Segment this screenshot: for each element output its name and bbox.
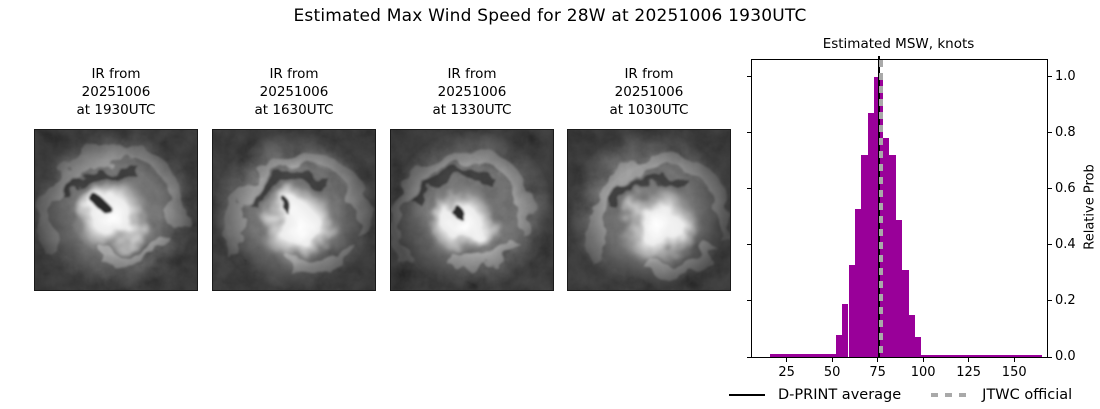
x-axis-tick — [968, 358, 970, 362]
y-axis-tick — [747, 244, 751, 246]
page-title: Estimated Max Wind Speed for 28W at 2025… — [293, 6, 807, 26]
y-axis-title: Relative Prob — [1082, 164, 1098, 250]
histogram-bar — [770, 353, 836, 357]
y-axis-tick — [747, 132, 751, 134]
x-tick-label: 50 — [823, 365, 841, 380]
chart-legend: D-PRINT average JTWC official — [729, 387, 1072, 403]
x-axis-tick — [786, 358, 788, 362]
y-tick-label: 0.8 — [1055, 124, 1076, 140]
ir-image-caption: IR from 20251006 at 1930UTC — [34, 65, 198, 119]
ir-panel-1930utc: IR from 20251006 at 1930UTC — [34, 0, 198, 292]
ir-caption-line: 20251006 — [81, 84, 151, 100]
x-axis-tick — [1013, 358, 1015, 362]
histogram-plot-area: 25 50 75 100 125 150 0.0 0.2 0.4 0.6 0.8 1.0 — [747, 56, 1076, 380]
histogram-bar — [883, 138, 890, 357]
x-tick-label: 150 — [1001, 365, 1027, 380]
ir-caption-line: at 1030UTC — [609, 102, 689, 118]
ir-caption-line: IR from — [91, 66, 141, 82]
ir-satellite-image — [212, 129, 376, 291]
y-axis-tick — [1048, 300, 1052, 302]
legend-label-dprint: D-PRINT average — [778, 387, 902, 403]
x-axis-tick — [922, 358, 924, 362]
histogram-bar — [848, 264, 855, 357]
y-tick-label: 0.0 — [1055, 349, 1076, 364]
chart-title: Estimated MSW, knots — [822, 36, 975, 52]
dprint-average-line-sample — [729, 394, 765, 396]
y-tick-label: 0.6 — [1055, 180, 1076, 196]
ir-caption-line: at 1630UTC — [254, 102, 334, 118]
dprint-average-vline — [877, 56, 880, 357]
y-axis-tick — [747, 188, 751, 190]
ir-satellite-image — [390, 129, 554, 291]
ir-caption-line: IR from — [624, 66, 674, 82]
ir-caption-line: 20251006 — [614, 84, 684, 100]
histogram-bar — [867, 113, 874, 357]
histogram-bar — [854, 208, 862, 357]
y-axis-tick — [1048, 244, 1052, 246]
x-tick-label: 125 — [956, 365, 982, 380]
y-tick-label: 0.4 — [1055, 236, 1076, 252]
y-axis-tick — [747, 76, 751, 78]
ir-satellite-image — [567, 129, 731, 291]
legend-label-jtwc: JTWC official — [982, 387, 1073, 403]
histogram-bar — [908, 314, 915, 357]
y-tick-label: 1.0 — [1055, 68, 1076, 84]
x-axis-tick — [877, 358, 879, 362]
x-tick-label: 75 — [869, 365, 886, 380]
y-axis-tick — [1048, 132, 1052, 134]
ir-caption-line: 20251006 — [437, 84, 507, 100]
jtwc-official-vline — [879, 60, 884, 357]
histogram-bar — [902, 270, 909, 357]
x-tick-label: 25 — [778, 365, 795, 380]
y-tick-label: 0.2 — [1055, 292, 1076, 308]
ir-panel-1030utc: IR from 20251006 at 1030UTC — [567, 0, 731, 292]
ir-caption-line: at 1930UTC — [76, 102, 156, 118]
jtwc-official-dash-sample — [931, 393, 970, 397]
ir-image-caption: IR from 20251006 at 1630UTC — [212, 65, 376, 119]
ir-satellite-image — [34, 129, 198, 291]
histogram-bar — [895, 219, 903, 357]
ir-caption-line: IR from — [447, 66, 497, 82]
y-axis-tick — [1048, 356, 1052, 358]
ir-caption-line: at 1330UTC — [432, 102, 512, 118]
ir-panel-1630utc: IR from 20251006 at 1630UTC — [212, 0, 376, 292]
histogram-bar — [889, 155, 896, 357]
x-axis-tick — [831, 358, 833, 362]
x-tick-label: 100 — [910, 365, 936, 380]
histogram-bar — [835, 334, 843, 357]
y-axis-tick — [1048, 188, 1052, 190]
ir-caption-line: 20251006 — [259, 84, 329, 100]
histogram-bar — [914, 337, 922, 357]
ir-image-caption: IR from 20251006 at 1030UTC — [567, 65, 731, 119]
histogram-bar — [842, 303, 849, 357]
histogram-bar — [921, 354, 1042, 357]
ir-image-caption: IR from 20251006 at 1330UTC — [390, 65, 554, 119]
histogram-bar — [861, 155, 868, 357]
ir-panel-1330utc: IR from 20251006 at 1330UTC — [390, 0, 554, 292]
ir-caption-line: IR from — [269, 66, 319, 82]
y-axis-tick — [747, 300, 751, 302]
y-axis-tick — [1048, 76, 1052, 78]
y-axis-tick — [747, 356, 751, 358]
